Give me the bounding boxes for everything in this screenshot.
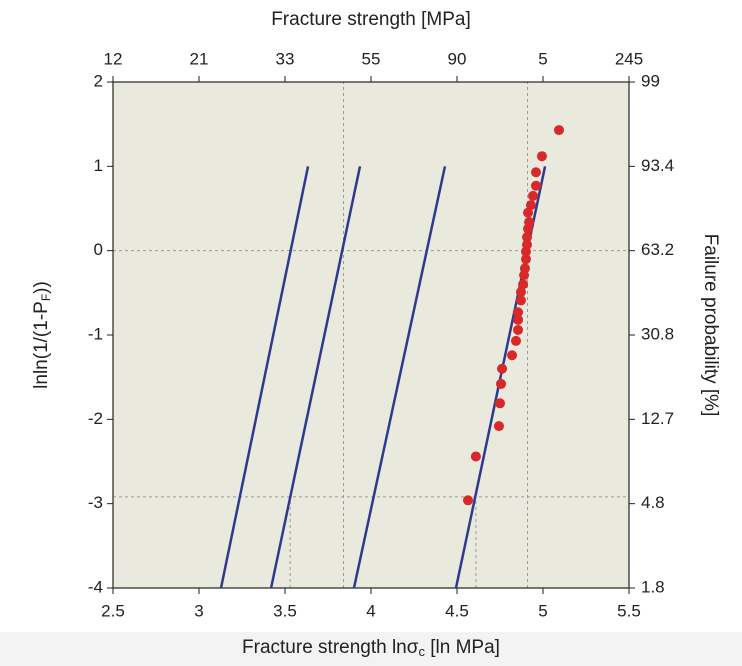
label-part: Fracture strength lnσ bbox=[242, 637, 419, 658]
plot-frame bbox=[112, 81, 630, 589]
data-point bbox=[510, 335, 521, 346]
data-point bbox=[463, 495, 474, 506]
data-point bbox=[530, 167, 541, 178]
y2-tick-label: 1.8 bbox=[641, 577, 665, 596]
data-point bbox=[519, 270, 530, 281]
data-point bbox=[515, 295, 526, 306]
y-tick-label: -2 bbox=[88, 409, 103, 428]
data-point bbox=[515, 286, 526, 297]
x2-tick-label: 33 bbox=[276, 49, 295, 68]
data-point bbox=[507, 350, 518, 361]
data-point bbox=[520, 246, 531, 257]
label-part: [ln MPa] bbox=[425, 637, 500, 658]
x2-tick-label: 21 bbox=[190, 49, 209, 68]
bottom-axis-label: Fracture strength lnσc [ln MPa] bbox=[242, 637, 500, 659]
y-tick-label: -4 bbox=[88, 577, 103, 596]
y2-tick-label: 93.4 bbox=[641, 156, 674, 175]
data-point bbox=[522, 232, 533, 243]
data-point bbox=[496, 378, 507, 389]
data-point bbox=[523, 207, 534, 218]
left-axis-label: lnln(1/(1-PF)) bbox=[31, 281, 53, 389]
data-point bbox=[513, 324, 524, 335]
data-point bbox=[493, 421, 504, 432]
y2-tick-label: 63.2 bbox=[641, 240, 674, 259]
x2-tick-label: 90 bbox=[448, 49, 467, 68]
x-tick-label: 3 bbox=[194, 601, 203, 620]
x2-tick-label: 12 bbox=[104, 49, 123, 68]
x-tick-label: 2.5 bbox=[101, 601, 125, 620]
x-tick-label: 5 bbox=[538, 601, 547, 620]
fit-line bbox=[352, 166, 447, 589]
data-point bbox=[513, 314, 524, 325]
x-tick-label: 5.5 bbox=[617, 601, 641, 620]
label-sub: c bbox=[418, 644, 425, 659]
y-tick-label: -3 bbox=[88, 493, 103, 512]
data-point bbox=[536, 151, 547, 162]
data-point bbox=[470, 451, 481, 462]
y-tick-label: -1 bbox=[88, 324, 103, 343]
x-tick-label: 4 bbox=[366, 601, 375, 620]
x2-tick-label: 5 bbox=[538, 49, 547, 68]
label-part: lnln(1/(1-P bbox=[31, 301, 52, 389]
data-point bbox=[513, 307, 524, 318]
label-sub: F bbox=[39, 294, 53, 301]
y-tick-label: 0 bbox=[94, 240, 103, 259]
data-point bbox=[525, 200, 536, 211]
y2-tick-label: 99 bbox=[641, 71, 660, 90]
fit-line bbox=[219, 166, 310, 589]
right-axis-label: Failure probability [%] bbox=[700, 234, 721, 417]
y2-tick-label: 4.8 bbox=[641, 493, 665, 512]
data-point bbox=[530, 180, 541, 191]
top-axis-label: Fracture strength [MPa] bbox=[271, 9, 471, 30]
y-tick-label: 2 bbox=[94, 71, 103, 90]
x-tick-label: 3.5 bbox=[273, 601, 297, 620]
data-point bbox=[495, 398, 505, 409]
x2-tick-label: 245 bbox=[615, 49, 643, 68]
label-part: )) bbox=[31, 281, 52, 294]
data-point bbox=[497, 363, 508, 374]
y2-tick-label: 12.7 bbox=[641, 409, 674, 428]
fit-line bbox=[269, 166, 362, 589]
x2-tick-label: 55 bbox=[362, 49, 381, 68]
data-point bbox=[520, 254, 531, 265]
data-point bbox=[523, 223, 534, 234]
x-tick-label: 4.5 bbox=[445, 601, 469, 620]
footer-band bbox=[0, 632, 742, 666]
y2-tick-label: 30.8 bbox=[641, 324, 674, 343]
data-point bbox=[528, 190, 539, 201]
data-point bbox=[553, 125, 564, 136]
data-point bbox=[518, 279, 529, 290]
y-tick-label: 1 bbox=[94, 156, 103, 175]
